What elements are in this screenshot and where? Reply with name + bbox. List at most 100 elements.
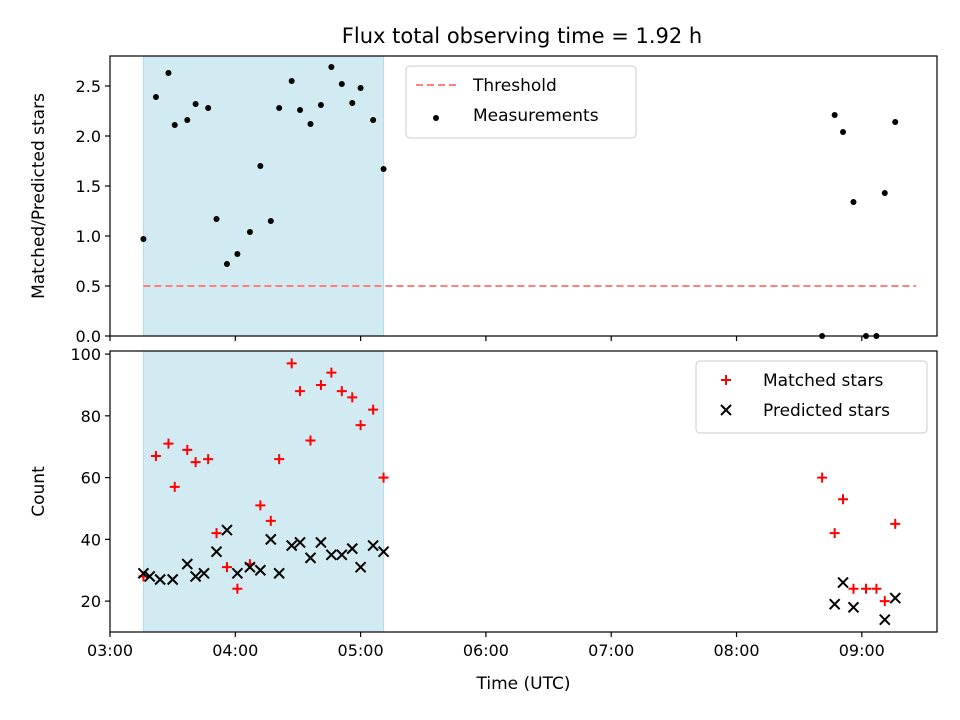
legend: Matched stars Predicted stars	[695, 360, 928, 434]
measurement-point	[140, 236, 147, 242]
legend-box	[405, 65, 637, 139]
matched-star-point	[336, 386, 347, 397]
y-axis-label: Count	[29, 466, 49, 517]
predicted-star-point	[315, 536, 327, 549]
y-tick-label: 40	[81, 530, 101, 549]
measurement-point	[297, 107, 304, 113]
measurement-point	[257, 163, 264, 169]
measurement-point	[317, 102, 324, 108]
matched-star-point	[295, 386, 306, 397]
predicted-star-point	[294, 536, 306, 549]
predicted-star-point	[377, 546, 390, 558]
axes-frame	[109, 350, 938, 633]
matched-star-point	[232, 583, 243, 594]
matched-star-point	[169, 481, 180, 492]
measurement-point	[171, 122, 178, 128]
series-predicted-stars	[137, 524, 901, 626]
matched-star-point	[265, 515, 276, 526]
predicted-star-point	[346, 542, 358, 555]
matched-star-point	[315, 379, 326, 390]
measurement-point	[184, 117, 191, 123]
series-measurements	[140, 64, 899, 339]
predicted-star-point	[889, 592, 901, 604]
x-tick-label: 06:00	[463, 641, 509, 660]
predicted-star-point	[828, 598, 841, 610]
chart-title: Flux total observing time = 1.92 h	[342, 24, 702, 48]
predicted-star-point	[181, 558, 193, 570]
measurement-point	[288, 78, 295, 84]
measurement-point	[892, 119, 899, 125]
y-tick-label: 100	[70, 345, 101, 364]
x-tick-label: 09:00	[839, 641, 885, 660]
series-matched-stars	[138, 358, 901, 607]
predicted-star-point	[231, 567, 244, 580]
predicted-star-point	[336, 549, 348, 561]
y-tick-label: 0.5	[76, 277, 101, 296]
legend-measurement-swatch	[433, 115, 439, 121]
predicted-star-point	[198, 567, 210, 580]
predicted-star-point	[210, 546, 223, 558]
x-tick-label: 07:00	[588, 641, 634, 660]
predicted-star-point	[254, 564, 267, 576]
predicted-star-point	[137, 567, 150, 580]
predicted-star-point	[837, 576, 849, 589]
matched-star-point	[221, 562, 232, 573]
measurement-point	[328, 64, 335, 70]
measurement-point	[246, 229, 253, 235]
measurement-point	[205, 105, 212, 111]
predicted-star-point	[325, 549, 338, 561]
legend-label: Measurements	[473, 106, 599, 126]
x-tick-label: 04:00	[212, 641, 258, 660]
measurement-point	[349, 100, 356, 106]
matched-star-point	[163, 438, 174, 449]
matched-star-point	[838, 494, 849, 505]
measurement-point	[831, 112, 838, 118]
legend-predicted-swatch	[720, 404, 732, 416]
measurement-point	[370, 117, 377, 123]
measurement-point	[267, 218, 274, 224]
measurement-point	[380, 166, 387, 172]
measurement-point	[152, 94, 159, 100]
axes-frame	[109, 55, 938, 337]
predicted-star-point	[879, 613, 891, 626]
predicted-star-point	[265, 533, 277, 546]
matched-star-point	[150, 450, 161, 461]
matched-star-point	[286, 358, 297, 369]
matched-star-point	[829, 528, 840, 539]
legend-label: Predicted stars	[763, 401, 890, 421]
y-tick-label: 0.0	[76, 327, 101, 346]
measurement-point	[192, 101, 199, 107]
legend-matched-swatch	[721, 375, 731, 385]
y-tick-label: 2.0	[76, 127, 101, 146]
predicted-star-point	[154, 573, 166, 586]
legend-box	[695, 360, 928, 434]
matched-star-point	[190, 457, 201, 468]
predicted-star-point	[189, 570, 202, 583]
measurement-point	[357, 85, 364, 91]
measurement-point	[223, 261, 230, 267]
shaded-time-span	[142, 55, 385, 337]
matched-star-point	[368, 404, 379, 415]
predicted-star-point	[143, 570, 156, 583]
matched-star-point	[326, 367, 337, 378]
matched-star-point	[848, 583, 859, 594]
predicted-star-point	[367, 539, 379, 552]
measurement-point	[165, 70, 172, 76]
y-tick-label: 1.0	[76, 227, 101, 246]
y-axis-label: Matched/Predicted stars	[29, 93, 49, 299]
predicted-star-point	[221, 524, 233, 536]
count-panel: 20 40 60 80 100 03:00 04:00 05:00 06:00 07:00 08:0…	[29, 345, 938, 694]
matched-star-point	[305, 435, 316, 446]
predicted-star-point	[273, 567, 285, 580]
measurement-point	[276, 105, 283, 111]
predicted-star-point	[166, 573, 179, 586]
matched-star-point	[817, 472, 828, 483]
shaded-time-span	[142, 350, 385, 633]
measurement-point	[338, 81, 345, 87]
predicted-star-point	[244, 561, 256, 573]
matched-star-point	[378, 472, 389, 483]
predicted-star-point	[304, 552, 317, 564]
legend: Threshold Measurements	[405, 65, 637, 139]
matched-star-point	[890, 518, 901, 529]
